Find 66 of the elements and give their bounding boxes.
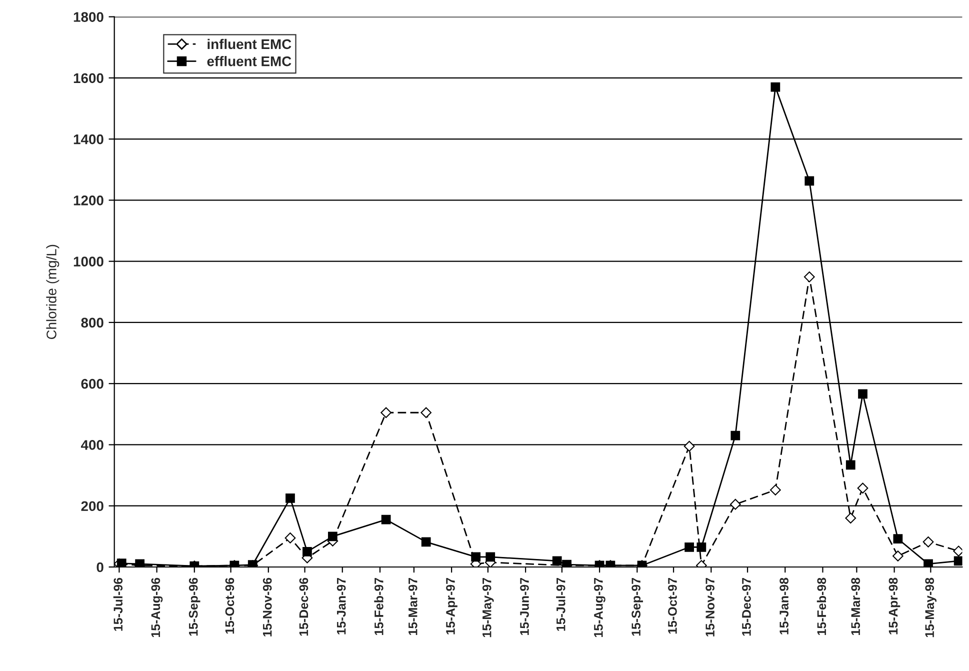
x-tick-label: 15-Aug-96 <box>151 578 163 638</box>
point <box>858 389 868 399</box>
point <box>471 552 480 562</box>
x-tick-label: 15-Oct-97 <box>668 578 677 634</box>
point <box>486 552 496 562</box>
point <box>804 176 814 186</box>
point <box>286 494 295 503</box>
x-tick-label: 15-Jul-97 <box>556 578 566 631</box>
y-tick-label: 1000 <box>74 256 104 266</box>
point <box>328 532 338 542</box>
x-tick-label: 15-Jan-97 <box>336 578 346 634</box>
y-axis-title: Chloride (mg/L) <box>46 244 60 340</box>
x-tick-label: 15-Feb-97 <box>374 578 384 635</box>
point <box>284 532 296 544</box>
x-tick-label: 15-Aug-97 <box>594 578 606 638</box>
point <box>116 558 126 567</box>
x-tick-label: 15-Jan-98 <box>780 578 788 634</box>
point <box>857 482 868 494</box>
point <box>892 550 904 562</box>
point <box>845 512 856 524</box>
x-tick-label: 15-Jun-97 <box>520 578 529 635</box>
x-tick-label: 15-Mar-98 <box>851 578 860 635</box>
point <box>381 514 391 524</box>
x-tick-label: 15-Oct-96 <box>225 578 234 634</box>
x-tick-label: 15-Apr-98 <box>888 578 900 634</box>
x-tick-label: 15-Dec-96 <box>299 578 308 636</box>
point <box>696 542 706 552</box>
y-tick-label: 400 <box>80 440 104 450</box>
point <box>770 82 780 92</box>
point <box>421 537 431 547</box>
x-tick-label: 15-Jul-96 <box>113 578 123 631</box>
x-tick-label: 15-Mar-97 <box>408 578 418 635</box>
point <box>846 460 856 470</box>
point <box>684 542 694 552</box>
y-tick-label: 1600 <box>74 73 104 84</box>
y-tick-label: 800 <box>81 318 104 328</box>
point <box>730 498 741 510</box>
point <box>924 559 933 567</box>
x-tick-label: 15-Nov-97 <box>706 578 714 636</box>
y-tick-label: 600 <box>81 378 104 389</box>
point <box>804 271 815 282</box>
point <box>730 430 740 440</box>
x-tick-label: 15-Feb-98 <box>816 578 826 635</box>
x-tick-label: 15-Nov-96 <box>262 578 272 636</box>
y-tick-label: 0 <box>96 562 104 572</box>
point <box>380 407 392 418</box>
point <box>552 556 562 566</box>
y-tick-label: 1400 <box>74 134 104 144</box>
x-tick-label: 15-Dec-97 <box>742 578 751 636</box>
point <box>684 440 695 452</box>
x-tick-label: 15-Sep-96 <box>188 578 200 636</box>
legend-label: effluent EMC <box>207 56 292 66</box>
y-tick-label: 1200 <box>74 196 104 206</box>
point <box>420 407 432 418</box>
point <box>893 534 903 544</box>
x-tick-label: 15-Apr-97 <box>446 578 458 634</box>
legend-label: influent EMC <box>208 38 292 50</box>
x-tick-label: 15-May-98 <box>925 578 937 638</box>
point <box>770 484 781 496</box>
x-tick-label: 15-May-97 <box>482 578 494 638</box>
point <box>954 556 962 566</box>
x-tick-label: 15-Sep-97 <box>632 578 643 636</box>
y-tick-label: 200 <box>81 501 104 512</box>
y-tick-label: 1800 <box>74 12 104 22</box>
point <box>302 547 312 556</box>
point <box>922 536 934 548</box>
